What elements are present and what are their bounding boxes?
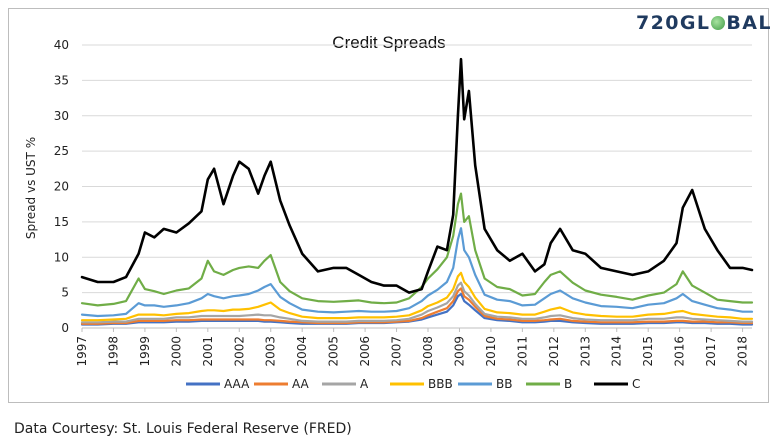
y-tick-label: 20 [54, 180, 69, 194]
x-tick-label: 2015 [641, 336, 655, 367]
series-layer [80, 57, 754, 326]
x-tick-label: 2001 [201, 336, 215, 367]
legend: AAA AA A BBB BB B C [186, 377, 640, 391]
x-tick-label: 2005 [327, 336, 341, 367]
x-tick-label: 2008 [421, 336, 435, 367]
x-tick-label: 2000 [169, 336, 183, 367]
x-tick-label: 2007 [390, 336, 404, 367]
x-tick-label: 2002 [232, 336, 246, 367]
y-tick-label: 10 [54, 250, 69, 264]
y-tick-label: 30 [54, 109, 69, 123]
x-tick-label: 1999 [138, 336, 152, 367]
y-tick-label: 0 [61, 321, 69, 335]
x-tick-label: 2016 [673, 336, 687, 367]
x-tick-label: 2010 [484, 336, 498, 367]
axis-layer: 0 5 10 15 20 25 30 35 40 1997 1998 1999 2000 2001 2002… [54, 38, 752, 367]
series-line-aa [80, 287, 754, 325]
legend-label-bb: BB [496, 377, 512, 391]
data-credit: Data Courtesy: St. Louis Federal Reserve… [14, 421, 352, 437]
y-tick-label: 35 [54, 73, 69, 87]
grid-layer [82, 44, 752, 294]
x-tick-label: 2006 [358, 336, 372, 367]
x-tick-label: 2004 [295, 336, 309, 367]
x-tick-label: 2017 [704, 336, 718, 367]
x-tick-label: 2013 [578, 336, 592, 367]
y-tick-label: 40 [54, 38, 69, 52]
y-tick-label: 5 [61, 286, 69, 300]
series-line-bbb [80, 271, 754, 322]
globe-icon [711, 16, 726, 30]
y-tick-label: 25 [54, 144, 69, 158]
legend-label-b: B [564, 377, 572, 391]
legend-label-bbb: BBB [428, 377, 453, 391]
y-tick-label: 15 [54, 215, 69, 229]
x-tick-label: 2003 [264, 336, 278, 367]
y-axis-label: Spread vs UST % [24, 137, 38, 239]
series-line-bb [80, 227, 754, 318]
chart-frame [8, 8, 769, 403]
x-tick-label: 2011 [515, 336, 529, 367]
series-line-c [80, 57, 754, 294]
x-tick-label: 2012 [547, 336, 561, 367]
chart-title: Credit Spreads [332, 33, 445, 52]
brand-logo: 720GL BAL [636, 12, 772, 34]
series-line-b [80, 192, 754, 307]
x-tick-label: 2014 [610, 336, 624, 367]
legend-label-c: C [632, 377, 640, 391]
x-tick-label: 1998 [106, 336, 120, 367]
series-line-a [80, 281, 754, 324]
x-tick-label: 2018 [736, 336, 750, 367]
x-tick-label: 2009 [452, 336, 466, 367]
x-tick-label: 1997 [75, 336, 89, 367]
legend-label-a: A [360, 377, 369, 391]
legend-label-aa: AA [292, 377, 310, 391]
legend-label-aaa: AAA [224, 377, 250, 391]
series-line-aaa [80, 292, 754, 326]
